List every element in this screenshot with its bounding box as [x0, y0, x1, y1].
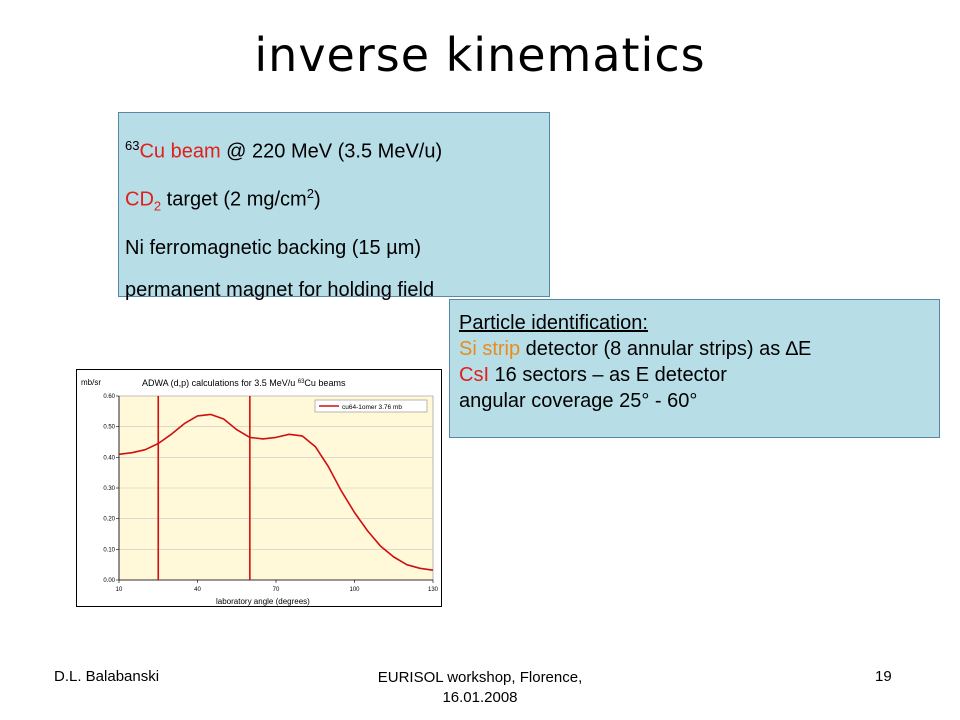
- page-number: 19: [875, 668, 892, 685]
- si-strip-line: Si strip detector (8 annular strips) as …: [459, 338, 812, 360]
- legend-label: cu64-1omer 3.76 mb: [342, 404, 402, 411]
- footer-event: EURISOL workshop, Florence, 16.01.2008: [377, 669, 583, 706]
- beam-line: 63Cu beam @ 220 MeV (3.5 MeV/u): [125, 138, 443, 163]
- footer-author: D.L. Balabanski: [54, 668, 160, 685]
- particle-identification-box: Particle identification: Si strip detect…: [449, 299, 940, 438]
- chart-xlabel: laboratory angle (degrees): [216, 597, 310, 606]
- magnet-line: permanent magnet for holding field: [125, 279, 435, 302]
- series-line: [118, 413, 434, 571]
- x-tick-label: 40: [194, 587, 201, 593]
- pid-heading: Particle identification:: [459, 312, 648, 334]
- target-line: CD2 target (2 mg/cm2): [125, 185, 321, 214]
- y-tick-label: 0.00: [103, 578, 115, 584]
- backing-line: Ni ferromagnetic backing (15 µm): [125, 237, 422, 260]
- chart-svg: mb/sr ADWA (d,p) calculations for 3.5 Me…: [81, 378, 439, 606]
- x-tick-label: 70: [273, 587, 280, 593]
- experimental-setup-box: 63Cu beam @ 220 MeV (3.5 MeV/u) CD2 targ…: [118, 112, 550, 301]
- csi-line: CsI 16 sectors – as E detector: [459, 364, 727, 386]
- y-tick-label: 0.10: [103, 547, 115, 553]
- angular-coverage-line: angular coverage 25° - 60°: [459, 390, 698, 412]
- legend-box: [314, 399, 428, 413]
- chart-title: ADWA (d,p) calculations for 3.5 MeV/u 63…: [142, 378, 346, 388]
- chart-ylabel: mb/sr: [81, 378, 101, 387]
- y-tick-label: 0.40: [103, 455, 115, 461]
- slide-title: inverse kinematics: [254, 28, 706, 82]
- y-tick-label: 0.30: [103, 486, 115, 492]
- y-tick-label: 0.20: [103, 517, 115, 523]
- y-tick-label: 0.60: [103, 394, 115, 400]
- x-tick-label: 130: [428, 587, 439, 593]
- y-tick-label: 0.50: [103, 425, 115, 431]
- adwa-chart: mb/sr ADWA (d,p) calculations for 3.5 Me…: [76, 369, 442, 607]
- x-tick-label: 100: [349, 587, 360, 593]
- x-tick-label: 10: [116, 587, 123, 593]
